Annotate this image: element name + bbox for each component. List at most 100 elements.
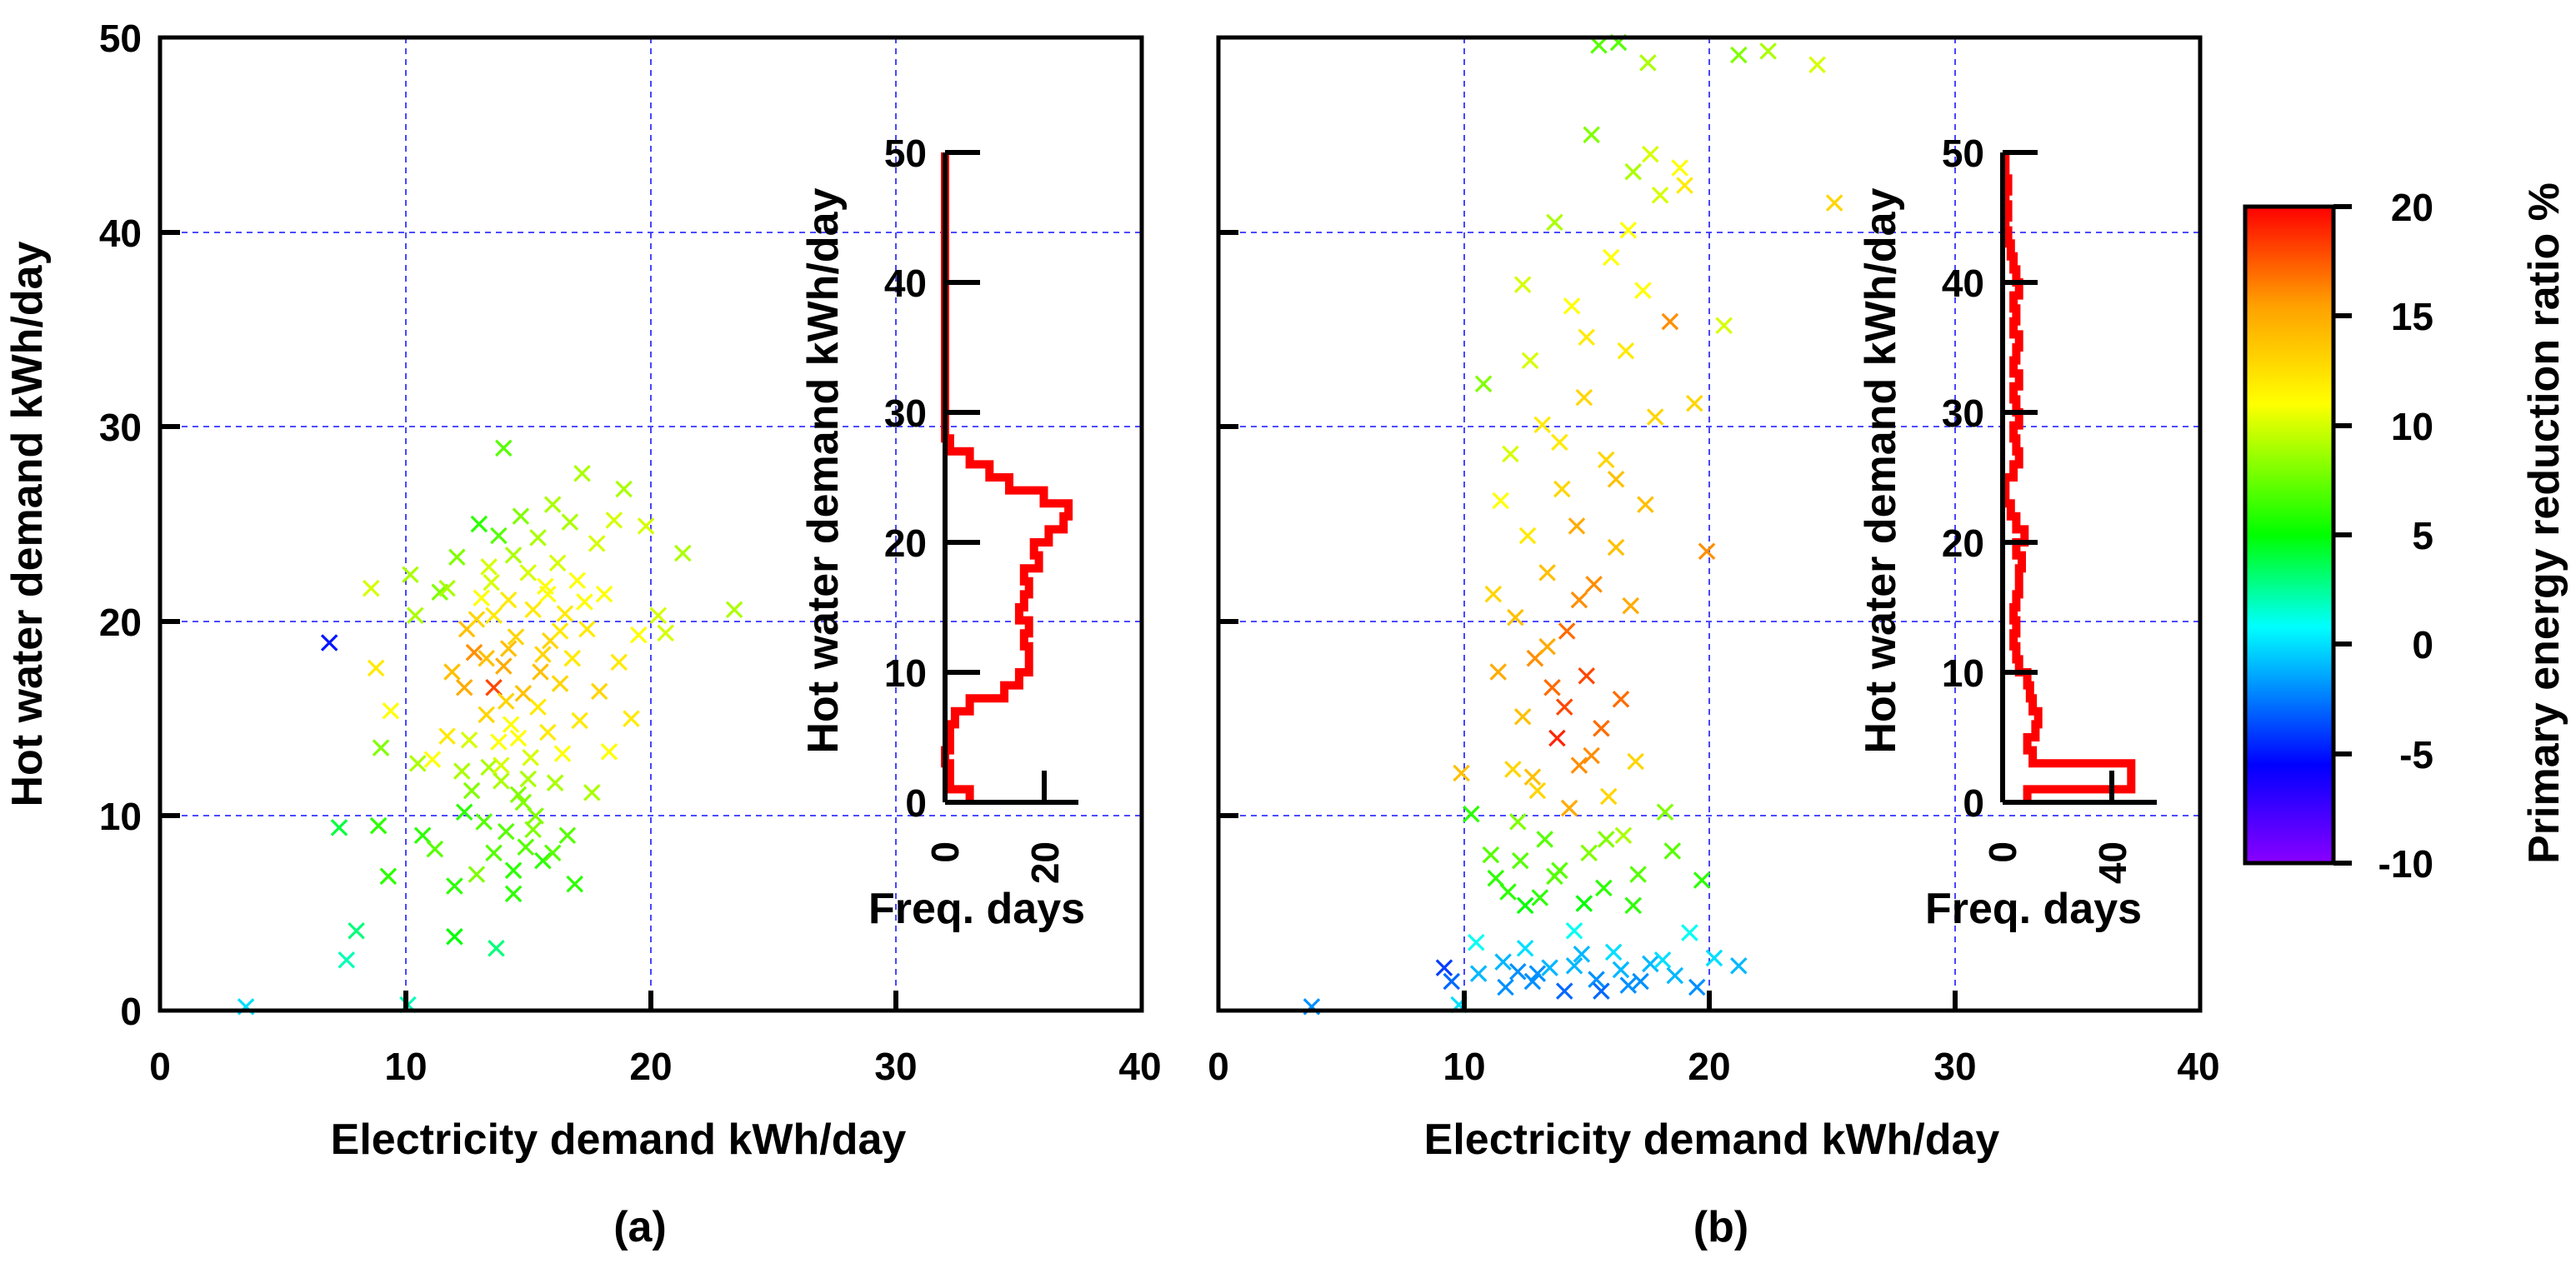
scatter-point [1593,982,1610,1000]
scatter-point [1808,56,1826,73]
x-tick-label: 40 [2177,1045,2219,1088]
scatter-point [1499,883,1517,901]
inset-y-axis-label-a: Hot water demand kWh/day [799,187,848,753]
scatter-point [446,927,463,946]
scatter-point [1578,328,1596,347]
scatter-point [1676,177,1693,194]
scatter-point [1598,831,1615,848]
inset-x-tick-label: 20 [1023,841,1067,884]
inset-y-tick-label: 40 [884,262,927,305]
scatter-point [566,875,583,893]
inset-y-tick-label: 10 [884,651,927,695]
colorbar-tick-labels: 20 15 10 5 0 -5 -10 [2378,186,2433,886]
scatter-point [532,663,549,681]
scatter-point [1469,965,1488,982]
scatter-point [615,480,633,498]
inset-x-axis-label-b: Freq. days [1925,885,2142,933]
scatter-point [509,729,528,747]
x-tick-label: 20 [629,1045,672,1088]
scatter-point [1653,951,1672,969]
scatter-point [1730,957,1748,975]
scatter-point [529,698,547,716]
x-tick-labels-b: 0 10 20 30 40 [1208,1045,2219,1088]
inset-x-axis-label-a: Freq. days [868,885,1085,933]
x-tick-label: 0 [1208,1045,1229,1088]
scatter-point [578,620,596,638]
scatter-point [465,643,483,661]
scatter-point [1482,846,1500,864]
scatter-point [1453,764,1470,782]
colorbar-tick-label: -10 [2378,842,2433,886]
colorbar-ticks [2333,204,2352,866]
x-tick-label: 10 [384,1045,427,1088]
scatter-point [1619,976,1638,994]
scatter-point [1575,895,1593,912]
scatter-point [1565,957,1583,975]
scatter-point [1604,943,1623,961]
scatter-point [551,675,569,692]
scatter-point [1551,433,1568,452]
inset-histogram-b: 0 10 20 30 40 50 0 40 Freq. days Hot wat… [1857,132,2157,933]
scatter-point [514,684,533,702]
scatter-point [1629,866,1647,883]
y-axis-label-a: Hot water demand kWh/day [3,241,52,806]
scatter-point [1693,871,1711,889]
scatter-point [563,649,582,667]
scatter-point [1759,42,1777,60]
scatter-point [423,751,442,768]
scatter-point [480,558,498,576]
scatter-point [571,711,588,730]
colorbar-tick-label: -5 [2399,733,2433,776]
scatter-point [568,572,586,590]
scatter-point [561,513,579,531]
scatter-point [1598,451,1615,469]
y-tick-label: 20 [99,601,142,644]
scatter-point [623,710,640,727]
grid-lines-b [1218,37,2200,1011]
panel-label-b: (b) [1693,1203,1748,1251]
scatter-point [1590,37,1608,54]
scatter-point [1651,186,1669,204]
scatter-point [725,601,743,619]
scatter-point [1642,145,1659,163]
scatter-point [497,822,515,841]
colorbar-label: Primary energy reduction ratio % [2520,182,2568,864]
x-tick-label: 20 [1688,1045,1730,1088]
inset-y-tick-label: 30 [884,392,927,435]
scatter-point [517,838,535,856]
scatter-point [1538,637,1556,656]
scatter-point [448,548,466,566]
scatter-point [1632,972,1649,991]
scatter-point [1602,248,1620,267]
scatter-point [478,649,495,667]
scatter-point [1528,781,1547,800]
scatter-point [475,813,493,831]
scatter-point [1639,54,1657,72]
scatter-point [455,803,473,821]
scatter-point [539,723,557,741]
scatter-point [590,682,608,701]
scatter-point [1513,276,1532,293]
x-tick-label: 30 [1933,1045,1976,1088]
scatter-point [330,819,348,836]
scatter-point [1502,445,1519,463]
scatter-point [657,624,674,642]
scatter-point [1546,867,1563,886]
scatter-point [493,756,510,774]
x-tick-label: 10 [1443,1045,1485,1088]
scatter-point [514,793,533,811]
scatter-point [1599,787,1618,806]
scatter-point [1560,799,1578,817]
scatter-point [1622,597,1640,615]
scatter-point [453,762,471,780]
scatter-point [674,544,692,562]
scatter-point [1484,585,1503,603]
scatter-point [519,564,538,582]
scatter-point [367,659,385,677]
scatter-point [1494,953,1512,971]
scatter-point [1617,342,1635,360]
x-tick-label: 0 [149,1045,171,1088]
scatter-point [588,535,606,552]
scatter-point [1593,720,1610,737]
